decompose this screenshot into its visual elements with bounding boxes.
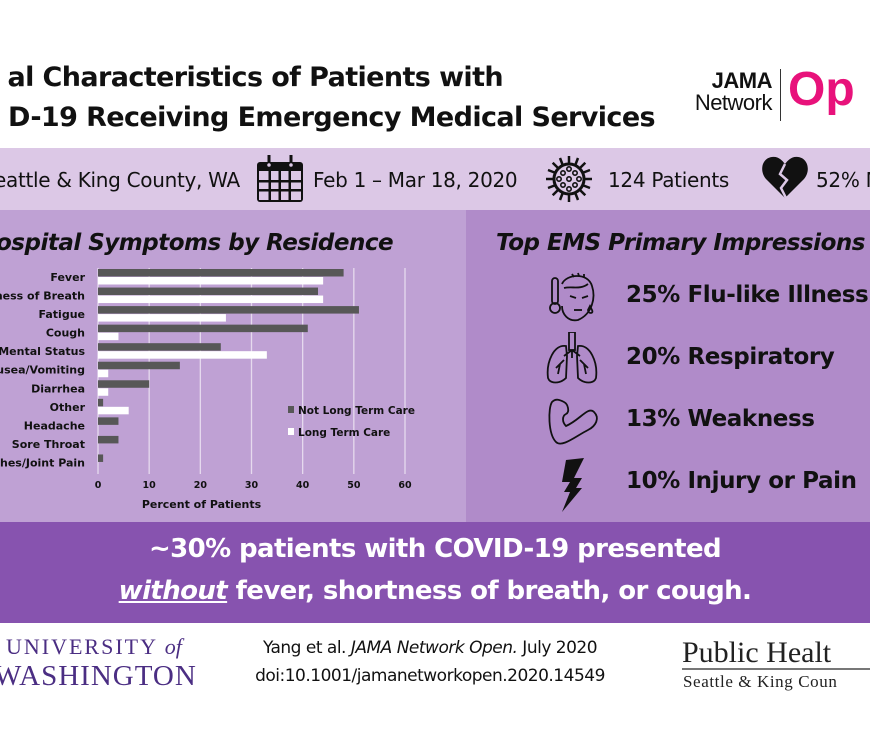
x-tick-label: 40 (296, 480, 310, 491)
title-line-1: al Characteristics of Patients with (7, 62, 503, 93)
mortality-text: 52% M (816, 168, 870, 192)
x-tick-label: 20 (194, 480, 208, 491)
legend-swatch (288, 406, 294, 413)
flexed-arm-icon (548, 398, 598, 445)
bar-not-long-term-care (98, 306, 359, 314)
bar-long-term-care (98, 406, 129, 415)
key-finding-emphasis: without (118, 576, 228, 606)
bar-not-long-term-care (98, 287, 319, 296)
sick-face-thermometer-icon (549, 272, 595, 322)
bar-not-long-term-care (98, 361, 180, 370)
bar-not-long-term-care (98, 417, 119, 425)
uw-logo-line-2: WASHINGTON (0, 660, 197, 692)
category-label: Cough (46, 327, 85, 340)
key-finding-line-2: without fever, shortness of breath, or c… (0, 576, 870, 606)
patients-count-text: 124 Patients (608, 168, 729, 192)
broken-heart-icon (762, 156, 808, 199)
impression-item: 25% Flu-like Illness (466, 270, 870, 326)
key-finding-rest: fever, shortness of breath, or cough. (227, 576, 752, 606)
x-tick-label: 10 (143, 480, 157, 491)
impression-item: 13% Weakness (466, 394, 870, 450)
doi-link[interactable]: doi:10.1001/jamanetworkopen.2020.14549 (255, 666, 605, 686)
bar-long-term-care (98, 369, 109, 378)
uw-university: UNIVERSITY (6, 634, 158, 659)
lungs-icon (546, 332, 598, 384)
category-label: Diarrhea (31, 382, 85, 395)
public-health-logo-rule (682, 668, 870, 670)
logo-divider (780, 69, 781, 121)
bar-long-term-care (98, 295, 324, 304)
key-finding-line-1: ~30% patients with COVID-19 presented (148, 534, 722, 564)
impressions-panel: Top EMS Primary Impressions 25% Flu-like… (466, 210, 870, 522)
x-tick-label: 0 (95, 480, 102, 491)
x-axis-label: Percent of Patients (142, 498, 262, 511)
bar-not-long-term-care (98, 380, 150, 388)
logo-open: Op (788, 63, 855, 116)
public-health-logo-line-1: Public Healt (682, 636, 832, 669)
legend-swatch (288, 428, 294, 435)
citation: Yang et al. JAMA Network Open. July 2020 (200, 638, 660, 658)
category-label: usea/Vomiting (0, 364, 85, 377)
logo-network: Network (694, 90, 773, 115)
legend-label: Long Term Care (298, 427, 390, 439)
logo-jama: JAMA (711, 68, 773, 93)
symptoms-panel: ospital Symptoms by Residence (0, 210, 466, 522)
bar-long-term-care (98, 314, 226, 322)
bar-long-term-care (98, 277, 324, 285)
title-line-2: D-19 Receiving Emergency Medical Service… (8, 102, 656, 133)
bar-not-long-term-care (98, 324, 308, 333)
category-label: Fatigue (39, 308, 86, 321)
public-health-logo-line-2: Seattle & King Coun (683, 672, 838, 691)
key-finding-banner: ~30% patients with COVID-19 presented wi… (0, 522, 870, 623)
impression-text: 25% Flu-like Illness (626, 282, 869, 308)
citation-journal: JAMA Network Open. (350, 638, 518, 658)
x-tick-label: 30 (245, 480, 259, 491)
symptoms-bar-chart: Fever ness of Breath Fatigue Cough l Mental … (0, 268, 415, 511)
impression-text: 20% Respiratory (626, 344, 835, 370)
bar-not-long-term-care (98, 398, 104, 407)
category-label: Sore Throat (12, 438, 85, 451)
bar-not-long-term-care (98, 269, 344, 277)
date-range-text: Feb 1 – Mar 18, 2020 (313, 168, 518, 192)
impression-item: 20% Respiratory (466, 332, 870, 388)
location-text: eattle & King County, WA (0, 168, 240, 192)
bar-not-long-term-care (98, 435, 119, 444)
citation-authors: Yang et al. (262, 638, 351, 658)
bar-long-term-care (98, 351, 267, 359)
calendar-icon (257, 155, 303, 202)
symptoms-chart-title: ospital Symptoms by Residence (0, 230, 394, 256)
category-label: ches/Joint Pain (0, 456, 85, 469)
virus-icon (546, 156, 592, 202)
category-label: Fever (50, 271, 85, 284)
uw-logo-line-1: UNIVERSITY of (6, 634, 182, 660)
jama-network-open-logo: JAMA Network Op (684, 63, 870, 126)
category-label: l Mental Status (0, 345, 85, 358)
category-label: Headache (24, 419, 85, 432)
citation-date: July 2020 (517, 638, 598, 658)
category-label: ness of Breath (0, 290, 85, 303)
bar-long-term-care (98, 388, 109, 396)
impression-text: 13% Weakness (626, 406, 815, 432)
info-bar: eattle & King County, WA Feb 1 – Mar 18,… (0, 148, 870, 210)
bar-not-long-term-care (98, 343, 221, 351)
bar-long-term-care (98, 332, 119, 341)
impression-item: 10% Injury or Pain (466, 456, 870, 512)
category-label: Other (50, 401, 86, 414)
impression-text: 10% Injury or Pain (626, 468, 857, 494)
legend-label: Not Long Term Care (298, 405, 415, 417)
uw-of: of (164, 634, 182, 659)
lightning-bolt-icon (562, 458, 584, 512)
bar-not-long-term-care (98, 454, 104, 462)
x-tick-label: 50 (347, 480, 361, 491)
x-tick-label: 60 (398, 480, 412, 491)
impressions-title: Top EMS Primary Impressions (496, 230, 865, 256)
